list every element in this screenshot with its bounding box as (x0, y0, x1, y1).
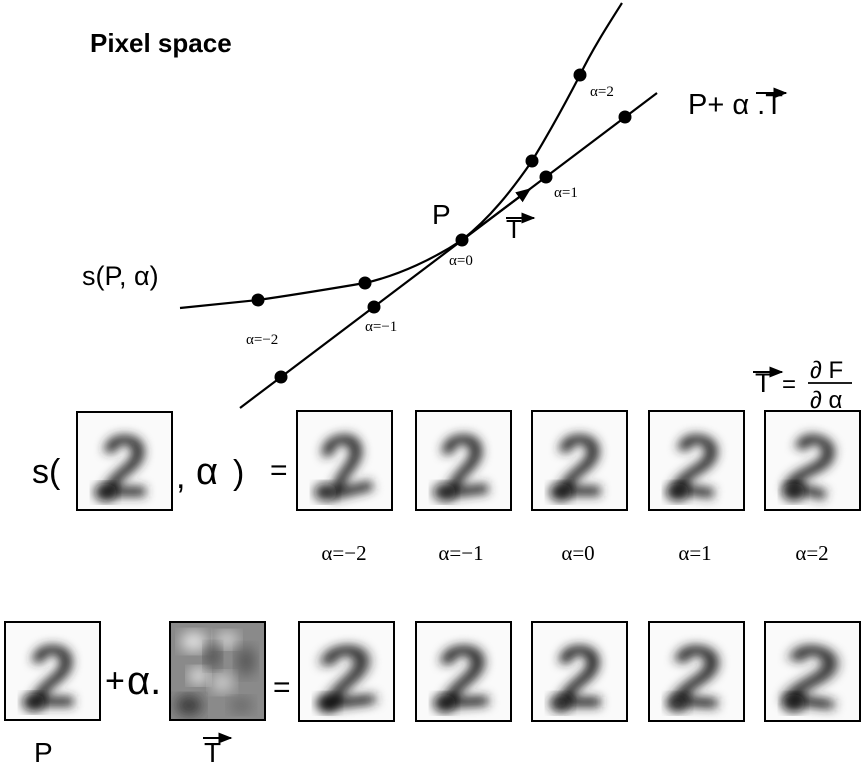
linear-approx-image-4: 2 (764, 621, 861, 729)
transformed-image-3: 2 (648, 410, 745, 511)
point-p-label: P (432, 199, 451, 230)
equation-equals: = (782, 371, 796, 398)
line-point-alpha-1 (539, 170, 553, 184)
alpha-dot: α. (127, 659, 161, 703)
alpha-label-row1-2: α=0 (561, 541, 594, 565)
row1-equals: = (270, 454, 288, 487)
transformed-image-2: 2 (531, 410, 628, 511)
digit-image-p-row2-frame: 2 (4, 621, 101, 721)
svg-text:2: 2 (434, 627, 493, 728)
equation-numerator: ∂ F (810, 357, 843, 384)
linear-approx-image-3: 2 (648, 621, 745, 728)
curve-point-alpha-minus-1 (358, 276, 372, 290)
curve-point-alpha-1 (525, 154, 539, 168)
svg-text:2: 2 (667, 627, 726, 728)
alpha-label-row1-4: α=2 (795, 541, 828, 565)
svg-text:2: 2 (777, 625, 846, 729)
point-p (455, 233, 469, 247)
close-paren: ) (233, 454, 244, 492)
transformed-image-1: 2 (415, 410, 512, 511)
line-point-alpha-minus-1 (367, 300, 381, 314)
alpha-label-minus-1: α=−1 (365, 319, 397, 335)
transformation-curve (179, 2, 623, 310)
alpha-label-row1-1: α=−1 (438, 541, 483, 565)
curve-point-alpha-minus-2 (251, 293, 265, 307)
line-label: P+ α .T (688, 89, 783, 121)
tangent-line (239, 92, 658, 409)
alpha-label-row1-0: α=−2 (321, 541, 366, 565)
alpha-label-0: α=0 (449, 253, 473, 269)
transformed-alpha-labels: α=−2 α=−1 α=0 α=1 α=2 (321, 541, 828, 565)
manifold-diagram: s(P, α) P T P+ α .T α=−2 α=−1 α=0 α=1 α=… (82, 2, 852, 414)
linear-approx-image-2: 2 (531, 621, 628, 722)
digit-image-p-frame: 2 (76, 411, 173, 511)
alpha-label-1: α=1 (554, 185, 578, 201)
line-point-alpha-minus-2 (274, 370, 288, 384)
tangent-vector-image (169, 621, 266, 721)
alpha-symbol: α (196, 451, 218, 493)
s-open-paren: s( (32, 453, 61, 491)
alpha-label-row1-3: α=1 (678, 541, 711, 565)
diagram-title: Pixel space (90, 28, 232, 58)
linear-approx-image-1: 2 (415, 621, 512, 728)
alpha-label-2: α=2 (590, 84, 614, 100)
tangent-vector-arrow (461, 188, 532, 241)
alpha-label-minus-2: α=−2 (246, 332, 278, 348)
svg-text:2: 2 (313, 625, 382, 729)
digit-image-p-row2: 2 (4, 621, 101, 721)
t-image-label: T (204, 737, 221, 766)
digit-image-p: 2 (76, 411, 173, 511)
equation-lhs: T (755, 368, 772, 398)
linear-approx-image-0: 2 (298, 621, 395, 729)
row2-equals: = (273, 671, 291, 704)
curve-point-alpha-2 (573, 68, 587, 82)
transformed-image-4: 2 (764, 410, 861, 511)
tangent-label: T (506, 214, 522, 244)
p-image-label: P (34, 737, 53, 766)
comma: , (176, 458, 185, 496)
tangent-image-frame (169, 621, 266, 721)
equation-denominator: ∂ α (810, 387, 843, 414)
tangent-equation: T = ∂ F ∂ α (753, 357, 852, 414)
curve-label: s(P, α) (82, 261, 159, 291)
plus-sign: + (105, 662, 125, 700)
line-point-alpha-2 (618, 110, 632, 124)
transformed-image-0: 2 (296, 410, 393, 511)
